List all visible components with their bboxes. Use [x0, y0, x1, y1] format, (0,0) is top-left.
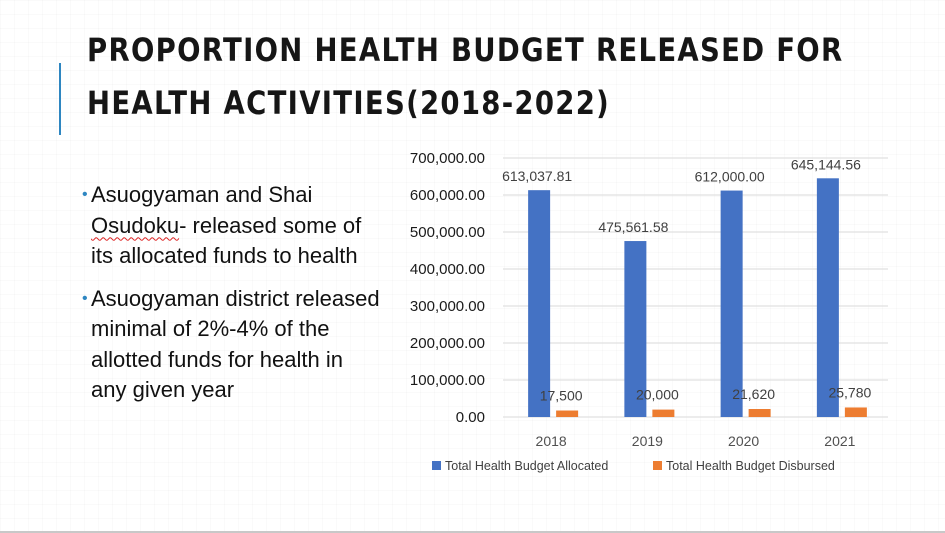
data-label-allocated: 645,144.56 [791, 156, 861, 172]
legend-swatch-allocated [432, 461, 441, 470]
data-label-disbursed: 20,000 [636, 387, 679, 403]
title-line-1: PROPORTION HEALTH BUDGET RELEASED FOR [87, 31, 844, 69]
y-tick-label: 700,000.00 [410, 150, 485, 167]
data-label-allocated: 475,561.58 [598, 219, 668, 235]
y-tick-label: 0.00 [456, 409, 485, 426]
bar-allocated [528, 190, 551, 417]
x-tick-label: 2018 [536, 433, 567, 449]
bars [528, 178, 867, 417]
x-tick-label: 2019 [632, 433, 663, 449]
title-accent-line [59, 63, 61, 135]
x-tick-label: 2021 [824, 433, 855, 449]
bar-allocated [624, 241, 647, 417]
bar-allocated [816, 178, 839, 417]
slide-title: PROPORTION HEALTH BUDGET RELEASED FOR HE… [87, 24, 844, 130]
title-line-2: HEALTH ACTIVITIES(2018-2022) [87, 84, 611, 122]
bullet-list: • Asuogyaman and Shai Osudoku- released s… [82, 180, 382, 418]
bottom-rule [0, 531, 945, 533]
bullet-dot-icon: • [82, 186, 88, 203]
y-tick-label: 100,000.00 [410, 372, 485, 389]
y-axis: 0.00 100,000.00 200,000.00 300,000.00 400,00… [410, 150, 485, 426]
data-label-allocated: 612,000.00 [695, 169, 765, 185]
bullet-item: • Asuogyaman district released minimal of… [82, 285, 380, 403]
legend-label-allocated: Total Health Budget Allocated [445, 459, 608, 473]
data-label-disbursed: 25,780 [828, 384, 871, 400]
bar-allocated [720, 190, 743, 417]
x-tick-label: 2020 [728, 433, 759, 449]
x-axis: 2018 2019 2020 2021 [536, 433, 856, 449]
bar-disbursed [556, 410, 579, 417]
y-tick-label: 300,000.00 [410, 298, 485, 315]
bar-disbursed [748, 409, 771, 417]
y-tick-label: 500,000.00 [410, 224, 485, 241]
data-labels: 613,037.81 17,500 475,561.58 20,000 612,000.… [502, 156, 871, 403]
spellcheck-word: Osudoku [91, 212, 180, 238]
bar-disbursed [844, 407, 867, 417]
y-tick-label: 600,000.00 [410, 187, 485, 204]
legend: Total Health Budget Allocated Total Healt… [432, 459, 835, 473]
bullet-item: • Asuogyaman and Shai Osudoku- released s… [82, 182, 362, 268]
y-tick-label: 200,000.00 [410, 335, 485, 352]
data-label-disbursed: 17,500 [540, 388, 583, 404]
bar-disbursed [652, 409, 675, 417]
legend-label-disbursed: Total Health Budget Disbursed [666, 459, 835, 473]
legend-swatch-disbursed [653, 461, 662, 470]
data-label-allocated: 613,037.81 [502, 168, 572, 184]
bullet-dot-icon: • [82, 289, 88, 307]
y-tick-label: 400,000.00 [410, 261, 485, 278]
data-label-disbursed: 21,620 [732, 386, 775, 402]
